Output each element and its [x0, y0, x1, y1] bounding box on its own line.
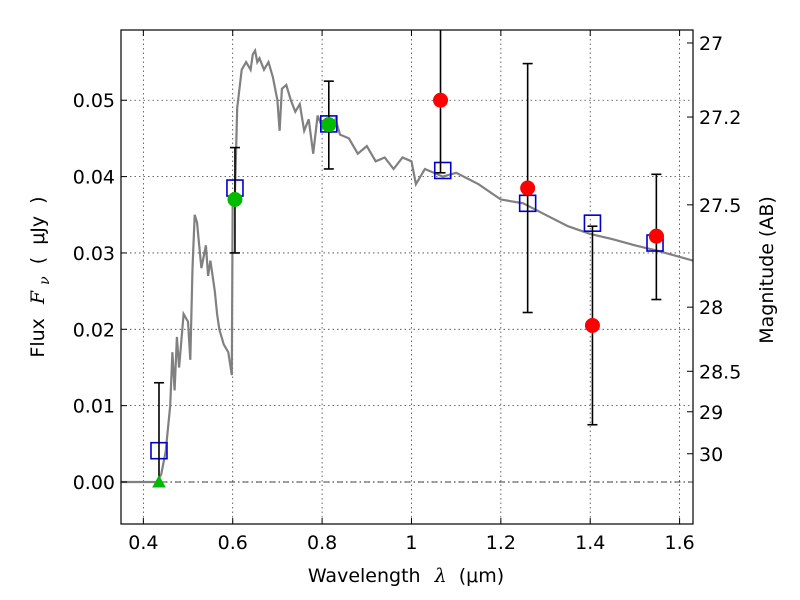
- x-tick-label: 1.2: [486, 532, 516, 554]
- series-upper-limit: [152, 381, 166, 488]
- y-axis-label-symbol: F: [27, 290, 49, 305]
- y2-axis-label: Magnitude (AB): [756, 196, 778, 344]
- x-tick-label: 1.4: [575, 532, 605, 554]
- y-tick-label: 0.05: [73, 90, 115, 112]
- x-axis-label-text: Wavelength: [308, 565, 421, 587]
- observed-point: [584, 317, 600, 333]
- y-axis-label-unit-open: (: [27, 257, 49, 264]
- observed-point: [227, 192, 243, 208]
- y-tick-label: 0.04: [73, 167, 115, 189]
- y-axis-label: Flux F ν ( μJy ): [27, 196, 54, 357]
- y-axis-label-unit-close: ): [27, 196, 49, 203]
- x-axis-label-unit: (μm): [459, 565, 504, 587]
- series-green-observations: [227, 80, 337, 254]
- y-axis-label-unit: μJy: [27, 216, 49, 245]
- y-tick-label: 0.00: [73, 472, 115, 494]
- observed-point: [433, 92, 449, 108]
- y-tick-label: 0.03: [73, 243, 115, 265]
- y-axis-label-text: Flux: [27, 318, 49, 358]
- tick-labels: 0.4 0.6 0.8 1 1.2 1.4 1.6 0.00 0.01 0.02 0.03 0.04 0…: [73, 33, 742, 554]
- observed-point: [648, 228, 664, 244]
- plot-frame: [120, 29, 694, 525]
- y-axis-label-symbol-sub: ν: [37, 276, 53, 285]
- grid: [121, 30, 693, 524]
- x-axis-label: Wavelength λ (μm): [308, 565, 504, 587]
- x-axis-label-symbol: λ: [434, 565, 447, 587]
- tick-marks: [121, 30, 693, 524]
- y2-tick-label: 27.2: [699, 107, 741, 129]
- y2-tick-label: 29: [699, 402, 723, 424]
- y-tick-label: 0.01: [73, 396, 115, 418]
- series-red-observations: [433, 30, 664, 426]
- x-tick-label: 0.8: [307, 532, 337, 554]
- sed-line: [121, 47, 693, 484]
- x-tick-label: 1.6: [664, 532, 694, 554]
- y2-tick-label: 28: [699, 297, 723, 319]
- observed-point: [321, 117, 337, 133]
- x-tick-label: 0.6: [218, 532, 248, 554]
- series-layer: [121, 30, 693, 488]
- y2-tick-label: 30: [699, 444, 723, 466]
- y2-tick-label: 28.5: [699, 361, 741, 383]
- y-tick-label: 0.02: [73, 319, 115, 341]
- x-tick-label: 0.4: [128, 532, 158, 554]
- series-model-fluxes: [150, 115, 664, 460]
- x-tick-label: 1: [405, 532, 417, 554]
- y2-tick-label: 27.5: [699, 195, 741, 217]
- upper-limit-triangle: [152, 474, 166, 488]
- y2-tick-label: 27: [699, 33, 723, 55]
- observed-point: [520, 180, 536, 196]
- series-sed-template: [121, 47, 693, 484]
- model-square-point: [433, 161, 452, 180]
